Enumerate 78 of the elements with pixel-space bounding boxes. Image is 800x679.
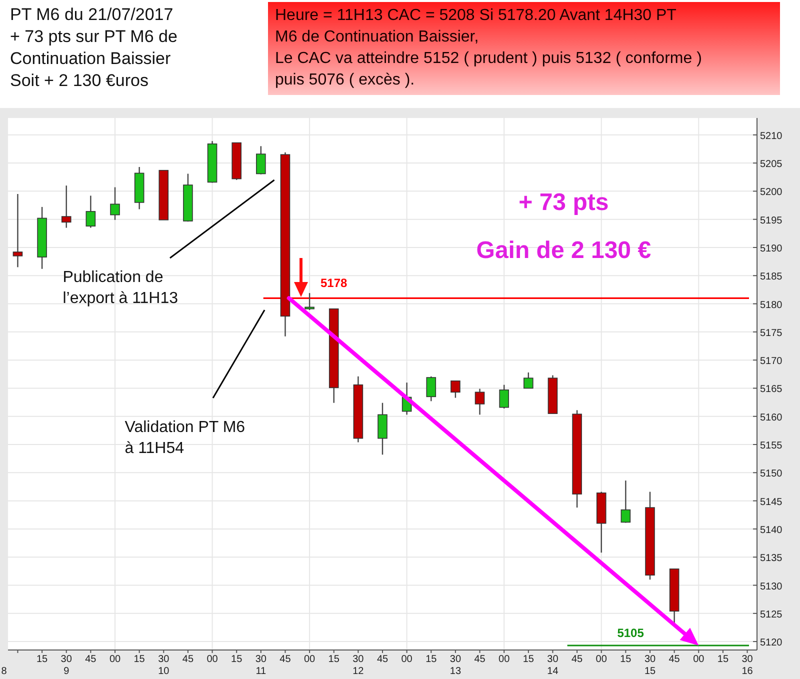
annotation: + 73 pts: [518, 189, 609, 216]
y-tick-label: 5170: [760, 356, 783, 368]
y-tick-label: 5125: [760, 609, 783, 620]
x-tick-label: 15: [231, 654, 243, 665]
x-tick-label: 00: [109, 654, 121, 665]
x-tick-label: 00: [596, 654, 608, 665]
y-tick-label: 5210: [760, 130, 783, 142]
candlestick: [86, 195, 96, 228]
annotation: Publication de l’export à 11H13: [62, 269, 178, 307]
y-tick-label: 5180: [760, 300, 783, 311]
x-tick-label: 30: [644, 654, 656, 665]
candlestick: [110, 186, 120, 220]
y-tick-label: 5135: [760, 553, 783, 564]
x-tick-label: 15: [426, 654, 438, 665]
text: 11: [256, 666, 267, 677]
text: 8: [1, 666, 8, 677]
annotation: Gain de 2 130 €: [476, 237, 652, 264]
x-tick-label: 30: [742, 654, 754, 665]
chart-title: PT M6 du 21/07/2017 + 73 pts sur PT M6 de Continuation Baissier Soit + 2 130 €uros: [10, 5, 178, 90]
y-tick-label: 5120: [760, 638, 783, 649]
x-tick-label: 45: [474, 654, 486, 665]
candlestick: [499, 384, 509, 410]
y-tick-label: 5165: [760, 384, 783, 396]
x-tick-label: 30: [60, 654, 72, 665]
y-tick-label: 5185: [760, 272, 783, 283]
x-tick-label: 15: [620, 654, 632, 665]
y-tick-label: 5160: [760, 412, 783, 424]
text: 15: [644, 666, 656, 677]
text: 9: [64, 666, 70, 677]
y-tick-label: 5155: [760, 440, 783, 452]
x-tick-label: 15: [522, 654, 534, 665]
x-tick-label: 45: [376, 654, 388, 665]
candlestick: [620, 480, 631, 524]
text: 16: [742, 666, 754, 677]
x-tick-label: 15: [134, 654, 146, 665]
candlestick: [61, 184, 72, 228]
x-tick-label: 30: [547, 654, 559, 665]
annotation: 5178: [320, 276, 348, 290]
x-tick-label: 00: [206, 654, 218, 665]
y-tick-label: 5205: [760, 159, 783, 170]
text: 12: [352, 666, 364, 677]
candlestick: [450, 380, 460, 398]
candlestick: [524, 372, 534, 389]
x-tick-label: 45: [668, 654, 680, 665]
x-tick-label: 30: [450, 654, 462, 665]
y-tick-label: 5200: [760, 187, 783, 198]
annotation: 5105: [617, 626, 644, 640]
y-tick-label: 5130: [760, 581, 783, 592]
text: 14: [547, 666, 559, 677]
x-tick-label: 45: [571, 654, 584, 665]
x-tick-label: 45: [85, 654, 97, 665]
x-tick-label: 00: [498, 654, 510, 665]
candlestick: [12, 193, 23, 268]
y-tick-label: 5195: [760, 215, 783, 226]
x-tick-label: 00: [693, 654, 705, 665]
x-tick-label: 45: [280, 654, 292, 665]
y-tick-label: 5140: [760, 524, 783, 536]
x-tick-label: 15: [717, 654, 729, 665]
x-tick-label: 15: [36, 654, 48, 665]
x-tick-label: 15: [328, 654, 340, 665]
y-tick-label: 5150: [760, 468, 783, 480]
y-tick-label: 5145: [760, 496, 783, 508]
x-tick-label: 45: [182, 654, 194, 665]
x-tick-label: 00: [401, 654, 413, 665]
chart-subtitle: Heure = 11H13 CAC = 5208 Si 5178.20 Avant 14H30 PT M6 de Continuation Baissier, Le CAC va atteindre 5152 ( prudent ) puis 5132 ( conforme ) puis 5076 ( excès ).: [275, 7, 702, 88]
annotation: Validation PT M6 à 11H54: [124, 419, 246, 457]
candlestick: [378, 402, 388, 456]
y-tick-label: 5190: [760, 243, 783, 254]
candlestick: [256, 146, 266, 175]
candlestick: [474, 388, 485, 416]
x-tick-label: 30: [158, 654, 170, 665]
x-tick-label: 30: [255, 654, 267, 665]
text: 13: [450, 666, 462, 677]
y-tick-label: 5175: [760, 328, 783, 339]
text: 10: [158, 666, 170, 677]
candlestick: [426, 376, 436, 402]
x-tick-label: 00: [304, 654, 316, 665]
x-tick-label: 30: [352, 654, 364, 665]
